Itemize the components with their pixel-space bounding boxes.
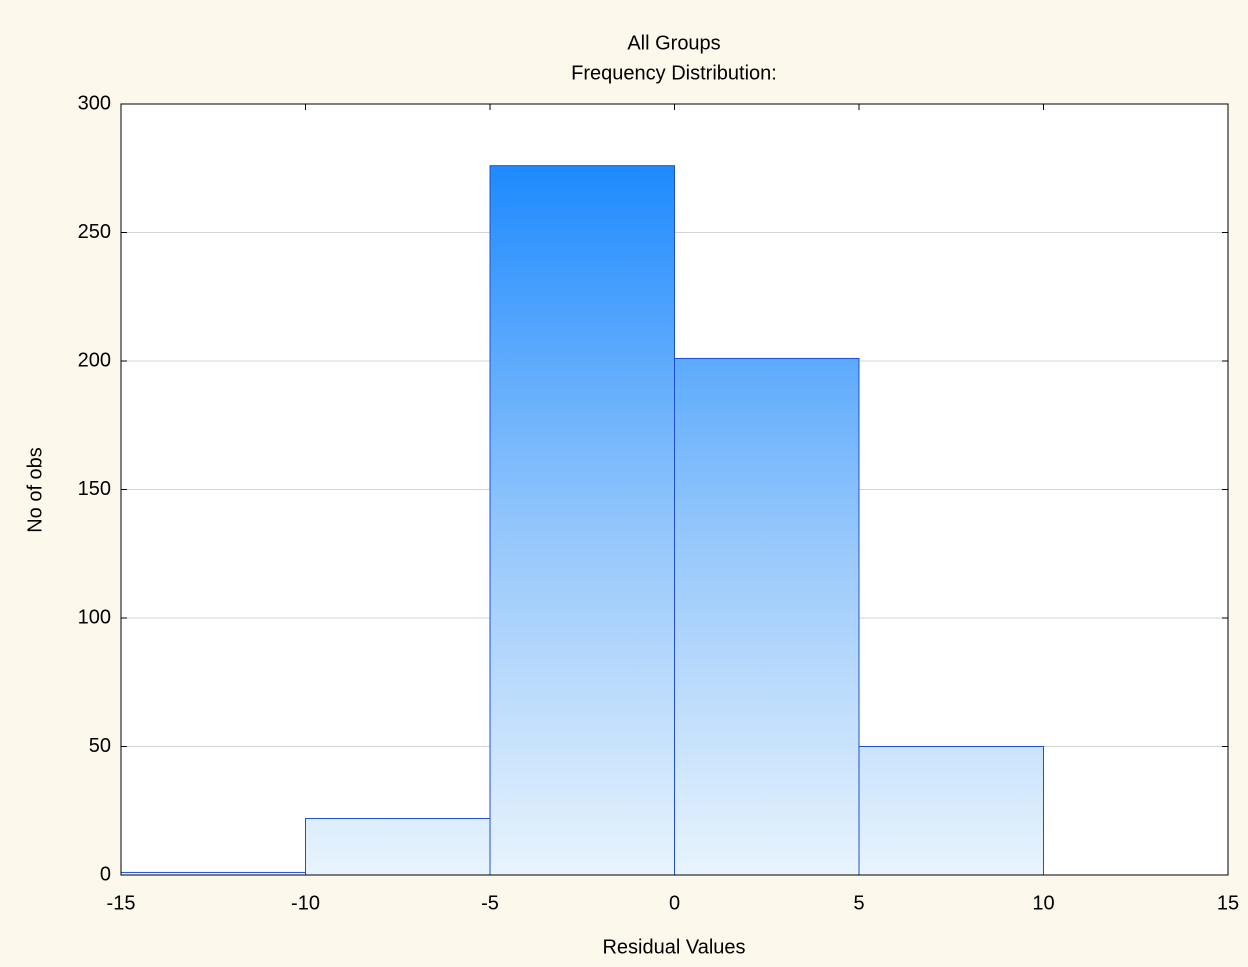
bar	[858, 746, 1044, 876]
x-tick-label: -5	[481, 892, 499, 914]
x-tick-label: 0	[669, 892, 680, 914]
x-tick-label: -15	[107, 892, 136, 914]
y-tick-label: 300	[78, 92, 111, 114]
x-tick-label: 15	[1217, 892, 1239, 914]
bar	[305, 817, 491, 876]
bar	[674, 357, 860, 876]
bar	[489, 165, 675, 876]
y-tick-label: 0	[100, 863, 111, 885]
x-tick-label: 5	[853, 892, 864, 914]
x-tick-label: 10	[1032, 892, 1054, 914]
y-tick-label: 150	[78, 478, 111, 500]
y-tick-label: 250	[78, 221, 111, 243]
x-tick-label: -10	[291, 892, 320, 914]
y-axis-label: No of obs	[24, 447, 46, 533]
plot-frame	[120, 103, 1229, 876]
y-tick-label: 50	[89, 735, 111, 757]
chart-title: All Groups	[627, 32, 720, 54]
x-axis-label: Residual Values	[602, 936, 745, 958]
y-tick-label: 200	[78, 349, 111, 371]
y-tick-label: 100	[78, 606, 111, 628]
chart-subtitle: Frequency Distribution:	[571, 62, 777, 84]
